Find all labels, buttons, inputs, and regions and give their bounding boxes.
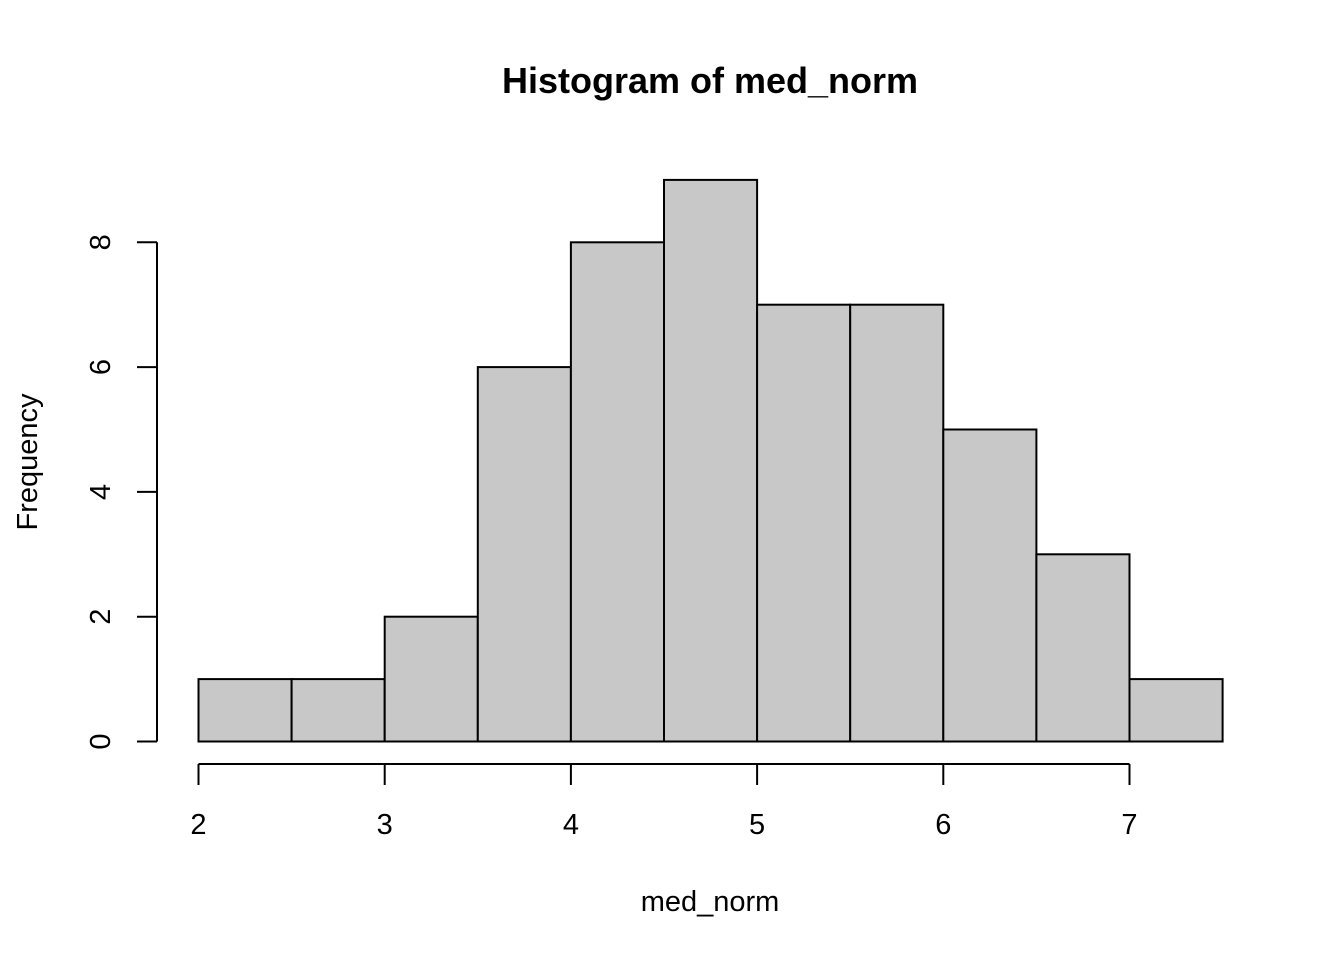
y-axis-title: Frequency	[12, 393, 44, 531]
x-tick-label: 4	[563, 809, 579, 841]
x-tick-label: 2	[190, 809, 206, 841]
histogram-bar	[476, 366, 572, 743]
histogram-bar	[290, 678, 386, 743]
x-tick-label: 5	[749, 809, 765, 841]
x-tick-label: 3	[377, 809, 393, 841]
x-axis-title: med_norm	[641, 886, 780, 918]
x-tick-label: 6	[935, 809, 951, 841]
histogram-bar	[197, 678, 293, 743]
histogram-bar	[1128, 678, 1224, 743]
y-tick-label: 8	[85, 234, 117, 250]
x-axis: 2 3 4 5 6 7	[190, 763, 1138, 841]
y-axis: 0 2 4 6 8	[85, 234, 158, 750]
histogram-bar	[663, 178, 759, 743]
y-tick-label: 2	[85, 609, 117, 625]
histogram-bar	[383, 615, 479, 743]
y-tick-label: 4	[85, 484, 117, 500]
histogram-bar	[942, 428, 1038, 743]
histogram-bar	[849, 303, 945, 743]
chart-title: Histogram of med_norm	[502, 60, 918, 101]
bars-group	[197, 178, 1224, 743]
y-tick-label: 6	[85, 359, 117, 375]
histogram-bar	[1035, 553, 1131, 743]
histogram-bar	[569, 241, 666, 743]
histogram-bar	[756, 303, 852, 743]
y-tick-label: 0	[85, 733, 117, 749]
x-tick-label: 7	[1121, 809, 1137, 841]
